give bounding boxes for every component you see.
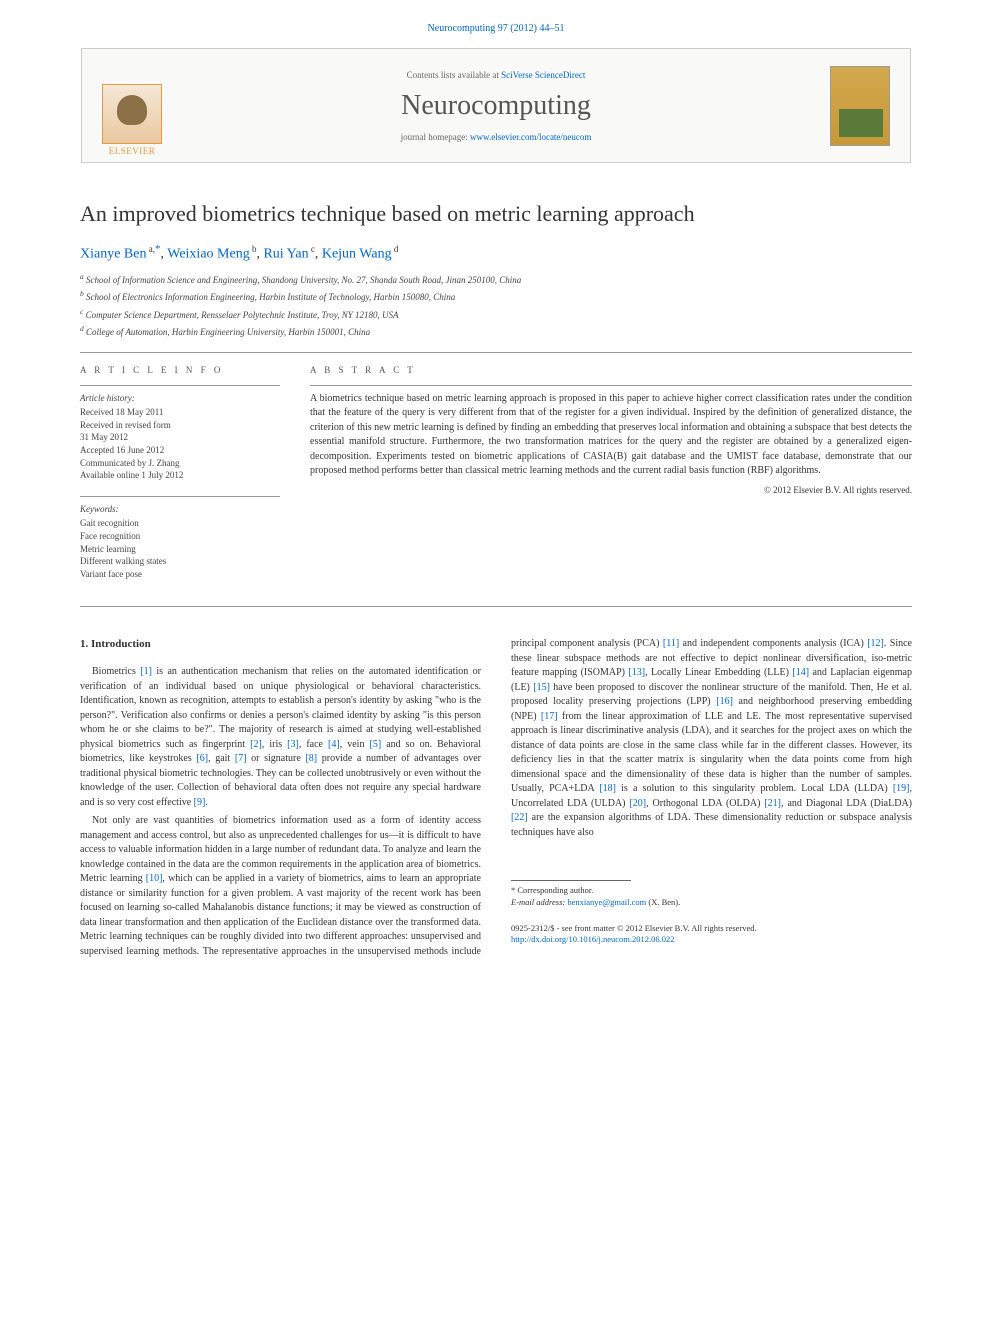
- footnote-rule: [511, 880, 631, 881]
- divider: [80, 606, 912, 607]
- citation-link[interactable]: [4]: [328, 739, 340, 750]
- citation-link[interactable]: [15]: [533, 682, 550, 693]
- citation-link[interactable]: [11]: [663, 638, 679, 649]
- homepage-link[interactable]: www.elsevier.com/locate/neucom: [470, 132, 591, 142]
- contents-line: Contents lists available at SciVerse Sci…: [182, 70, 810, 80]
- footnote-block: * Corresponding author. E-mail address: …: [511, 880, 912, 945]
- divider: [80, 496, 280, 497]
- citation-link[interactable]: [9]: [194, 797, 206, 808]
- journal-name: Neurocomputing: [182, 90, 810, 122]
- citation-link[interactable]: [7]: [235, 753, 247, 764]
- section-heading-1: 1. Introduction: [80, 637, 481, 653]
- article-info-col: A R T I C L E I N F O Article history: R…: [80, 365, 280, 595]
- citation-link[interactable]: [3]: [287, 739, 299, 750]
- history-line: Accepted 16 June 2012: [80, 444, 280, 457]
- email-tail: (X. Ben).: [646, 897, 680, 907]
- citation-link[interactable]: [13]: [628, 667, 645, 678]
- abstract-label: A B S T R A C T: [310, 365, 912, 375]
- affiliation-line: b School of Electronics Information Engi…: [80, 288, 912, 305]
- keywords-block: Keywords: Gait recognitionFace recogniti…: [80, 503, 280, 581]
- keyword-line: Gait recognition: [80, 517, 280, 530]
- author-affil-marker: c: [309, 244, 315, 254]
- article-info-label: A R T I C L E I N F O: [80, 365, 280, 375]
- keywords-label: Keywords:: [80, 503, 280, 516]
- corresponding-marker[interactable]: *: [155, 243, 161, 255]
- footer-legal: 0925-2312/$ - see front matter © 2012 El…: [511, 923, 912, 945]
- abstract-col: A B S T R A C T A biometrics technique b…: [310, 365, 912, 595]
- history-line: Communicated by J. Zhang: [80, 457, 280, 470]
- author-link[interactable]: Xianye Ben: [80, 247, 146, 262]
- page-header: Neurocomputing 97 (2012) 44–51: [0, 0, 992, 40]
- divider: [80, 385, 280, 386]
- citation-link[interactable]: [18]: [599, 783, 616, 794]
- author-affil-marker: d: [392, 244, 399, 254]
- publisher-logo-block: ELSEVIER: [82, 49, 182, 162]
- front-matter-line: 0925-2312/$ - see front matter © 2012 El…: [511, 923, 912, 934]
- article-history-block: Article history: Received 18 May 2011Rec…: [80, 392, 280, 482]
- citation-link[interactable]: [1]: [140, 666, 152, 677]
- citation-link[interactable]: [21]: [764, 798, 781, 809]
- keyword-line: Metric learning: [80, 543, 280, 556]
- homepage-line: journal homepage: www.elsevier.com/locat…: [182, 132, 810, 142]
- history-line: Received in revised form: [80, 419, 280, 432]
- homepage-pre: journal homepage:: [401, 132, 470, 142]
- abstract-copyright: © 2012 Elsevier B.V. All rights reserved…: [310, 485, 912, 495]
- keyword-line: Different walking states: [80, 555, 280, 568]
- citation-link[interactable]: [10]: [146, 873, 163, 884]
- sciencedirect-link[interactable]: SciVerse ScienceDirect: [501, 70, 585, 80]
- article-title: An improved biometrics technique based o…: [80, 201, 912, 227]
- citation-link[interactable]: [8]: [305, 753, 317, 764]
- keyword-line: Face recognition: [80, 530, 280, 543]
- history-label: Article history:: [80, 392, 280, 405]
- affiliation-line: a School of Information Science and Engi…: [80, 271, 912, 288]
- author-link[interactable]: Rui Yan: [263, 247, 308, 262]
- doi-link[interactable]: 10.1016/j.neucom.2012.06.022: [568, 934, 674, 944]
- body-columns: 1. Introduction Biometrics [1] is an aut…: [80, 637, 912, 959]
- citation-link[interactable]: [2]: [250, 739, 262, 750]
- body-section: 1. Introduction Biometrics [1] is an aut…: [80, 637, 912, 959]
- email-label: E-mail address:: [511, 897, 567, 907]
- history-line: Available online 1 July 2012: [80, 469, 280, 482]
- email-line: E-mail address: benxianye@gmail.com (X. …: [511, 897, 912, 909]
- journal-banner: ELSEVIER Contents lists available at Sci…: [81, 48, 911, 163]
- corresponding-author: * Corresponding author.: [511, 885, 912, 897]
- citation-link[interactable]: [20]: [629, 798, 646, 809]
- author-affil-marker: a,: [146, 244, 155, 254]
- banner-center: Contents lists available at SciVerse Sci…: [182, 70, 810, 142]
- citation-link[interactable]: [14]: [792, 667, 809, 678]
- history-line: 31 May 2012: [80, 431, 280, 444]
- author-link[interactable]: Weixiao Meng: [167, 247, 249, 262]
- divider: [80, 352, 912, 353]
- citation-link[interactable]: [5]: [370, 739, 382, 750]
- divider: [310, 385, 912, 386]
- keyword-line: Variant face pose: [80, 568, 280, 581]
- authors-line: Xianye Ben a,*, Weixiao Meng b, Rui Yan …: [80, 243, 912, 263]
- publisher-label: ELSEVIER: [109, 146, 156, 156]
- doi-line: http://dx.doi.org/10.1016/j.neucom.2012.…: [511, 934, 912, 945]
- affiliation-line: c Computer Science Department, Rensselae…: [80, 306, 912, 323]
- affiliations: a School of Information Science and Engi…: [80, 271, 912, 340]
- author-link[interactable]: Kejun Wang: [322, 247, 392, 262]
- affiliation-line: d College of Automation, Harbin Engineer…: [80, 323, 912, 340]
- abstract-text: A biometrics technique based on metric l…: [310, 392, 912, 479]
- journal-cover-thumbnail: [830, 66, 890, 146]
- journal-ref-link[interactable]: Neurocomputing 97 (2012) 44–51: [428, 23, 565, 34]
- citation-link[interactable]: [17]: [541, 711, 558, 722]
- citation-link[interactable]: [22]: [511, 812, 528, 823]
- citation-link[interactable]: [12]: [867, 638, 884, 649]
- citation-link[interactable]: [19]: [893, 783, 910, 794]
- elsevier-tree-icon: [102, 84, 162, 144]
- doi-prefix-link[interactable]: http://dx.doi.org/: [511, 934, 568, 944]
- info-abstract-row: A R T I C L E I N F O Article history: R…: [80, 365, 912, 595]
- citation-link[interactable]: [6]: [196, 753, 208, 764]
- citation-link[interactable]: [16]: [716, 696, 733, 707]
- body-para-1: Biometrics [1] is an authentication mech…: [80, 665, 481, 810]
- author-affil-marker: b: [250, 244, 257, 254]
- contents-pre: Contents lists available at: [407, 70, 501, 80]
- history-line: Received 18 May 2011: [80, 406, 280, 419]
- article-main: An improved biometrics technique based o…: [0, 171, 992, 979]
- banner-right: [810, 49, 910, 162]
- email-link[interactable]: benxianye@gmail.com: [567, 897, 646, 907]
